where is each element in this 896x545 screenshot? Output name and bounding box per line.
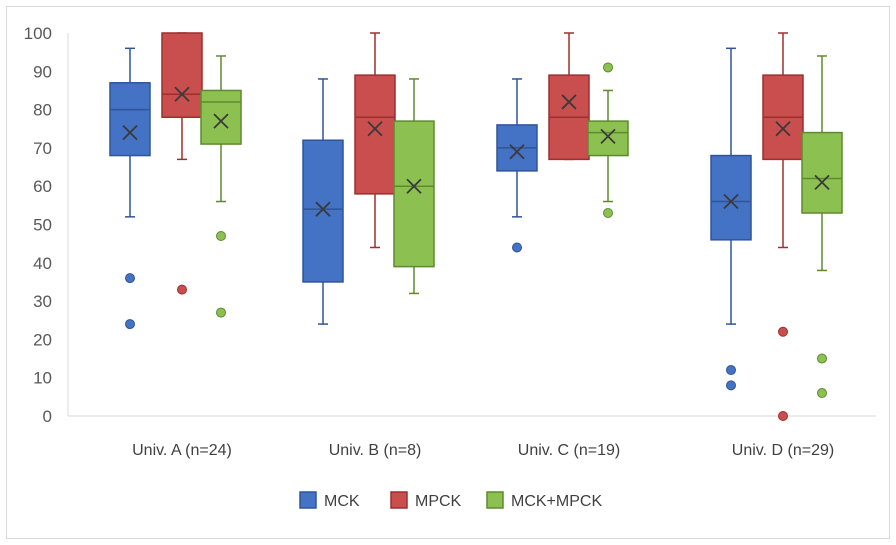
- y-tick-label: 40: [33, 254, 52, 273]
- mean-marker: [561, 94, 577, 110]
- x-category-label: Univ. D (n=29): [732, 442, 834, 459]
- mean-marker: [814, 174, 830, 191]
- box-iqr: [109, 82, 151, 157]
- legend: MCK MPCK MCK+MPCK: [299, 491, 602, 510]
- box-iqr: [710, 154, 752, 241]
- mean-marker: [122, 124, 138, 141]
- y-tick-label: 60: [33, 177, 52, 196]
- outlier-point: [817, 388, 827, 399]
- x-category-label: Univ. B (n=8): [329, 442, 422, 459]
- outlier-point: [125, 273, 135, 284]
- legend-label: MCK: [324, 493, 360, 510]
- plot-area: [109, 32, 843, 421]
- outlier-point: [216, 307, 226, 318]
- box-mck: [109, 47, 151, 330]
- y-tick-label: 30: [33, 292, 52, 311]
- box-mpck: [548, 32, 590, 161]
- box-mck-mpck: [393, 78, 435, 295]
- box-iqr: [393, 120, 435, 268]
- mean-marker: [213, 113, 229, 129]
- mean-marker: [509, 144, 525, 160]
- outlier-point: [512, 242, 522, 253]
- x-category-label: Univ. A (n=24): [132, 442, 232, 459]
- box-iqr: [302, 139, 344, 283]
- chart-frame: [6, 6, 890, 539]
- box-iqr: [161, 32, 203, 119]
- box-iqr: [200, 89, 242, 145]
- box-mck-mpck: [200, 55, 242, 318]
- y-tick-label: 20: [33, 330, 52, 349]
- box-mpck: [762, 32, 804, 421]
- y-tick-label: 90: [33, 62, 52, 81]
- y-tick-label: 50: [33, 216, 52, 235]
- box-mck: [302, 78, 344, 325]
- box-mck: [710, 47, 752, 391]
- mean-marker: [315, 201, 331, 217]
- mean-marker: [775, 121, 791, 137]
- box-mck: [496, 78, 538, 253]
- outlier-point: [603, 208, 613, 219]
- outlier-point: [603, 62, 613, 73]
- legend-swatch: [390, 491, 408, 509]
- box-mpck: [354, 32, 396, 249]
- mean-marker: [723, 193, 739, 210]
- legend-swatch: [299, 491, 317, 509]
- box-iqr: [587, 120, 629, 157]
- y-tick-label: 10: [33, 369, 52, 388]
- outlier-point: [778, 326, 788, 337]
- outlier-point: [125, 319, 135, 330]
- axes: 0 10 20 30 40 50 60 70 80 90 100 Univ. A (n=24) Univ…: [24, 24, 876, 459]
- mean-marker: [600, 128, 616, 145]
- box-mpck: [161, 32, 203, 295]
- outlier-point: [726, 365, 736, 376]
- box-mck-mpck: [801, 55, 843, 399]
- box-mck-mpck: [587, 62, 629, 219]
- box-iqr: [354, 74, 396, 195]
- mean-marker: [174, 86, 190, 102]
- mean-marker: [406, 178, 422, 194]
- outlier-point: [817, 353, 827, 364]
- y-tick-label: 100: [24, 24, 52, 43]
- y-tick-label: 70: [33, 139, 52, 158]
- outlier-point: [726, 380, 736, 391]
- legend-label: MPCK: [415, 493, 462, 510]
- legend-label: MCK+MPCK: [511, 493, 602, 510]
- y-tick-label: 0: [43, 407, 52, 426]
- box-iqr: [801, 131, 843, 214]
- outlier-point: [216, 230, 226, 241]
- outlier-point: [778, 411, 788, 421]
- legend-swatch: [486, 491, 504, 509]
- y-tick-label: 80: [33, 101, 52, 120]
- x-category-label: Univ. C (n=19): [518, 442, 620, 459]
- outlier-point: [177, 284, 187, 295]
- mean-marker: [367, 121, 383, 137]
